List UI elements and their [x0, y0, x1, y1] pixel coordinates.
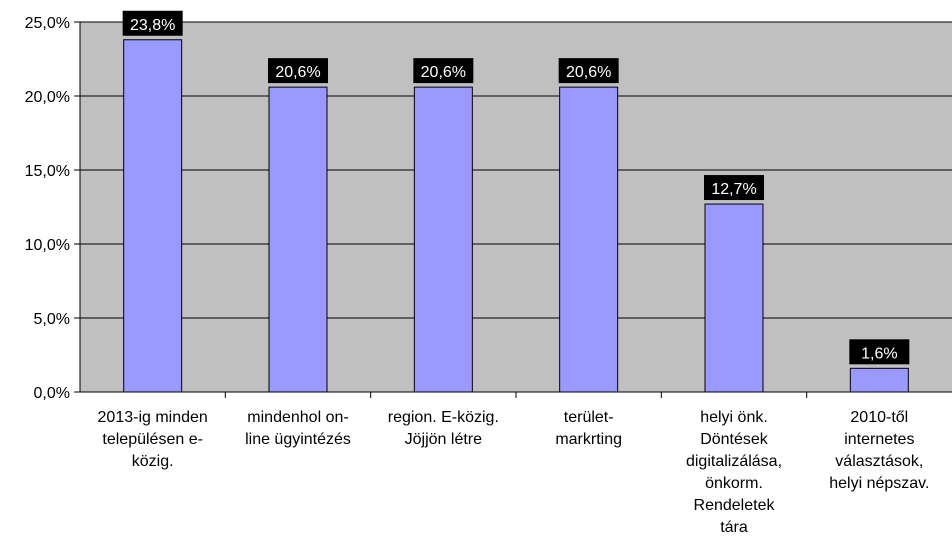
category-label: mindenhol on-line ügyintézés — [245, 409, 351, 448]
category-label-line: Jöjjön létre — [405, 431, 482, 448]
data-label-box — [413, 58, 474, 84]
bar — [123, 39, 183, 393]
category-label-line: Rendeletek — [694, 497, 776, 514]
category-label-line: line ügyintézés — [245, 431, 351, 448]
category-label: terület-markrting — [555, 409, 622, 448]
data-label: 20,6% — [413, 58, 474, 84]
category-label-line: közig. — [132, 453, 174, 470]
data-label-box — [268, 58, 328, 84]
data-label-box — [122, 10, 183, 36]
x-axis-labels: 2013-ig minden településen e-közig. minden… — [98, 409, 930, 536]
category-label-line: tára — [720, 519, 748, 536]
category-label-line: településen e- — [102, 431, 203, 448]
data-label-text: 1,6% — [861, 345, 897, 362]
category-label-line: 2013-ig minden — [98, 409, 208, 426]
category-label-line: digitalizálása, — [686, 453, 782, 470]
category-label-line: helyi népszav. — [829, 475, 929, 492]
category-label: 2010-től internetes választások, helyi néps… — [829, 409, 929, 492]
plot-area — [80, 22, 952, 392]
data-label-box — [558, 58, 619, 84]
category-label-line: region. E-közig. — [388, 409, 499, 426]
data-labels: 23,8% 20,6% 20,6% 20,6% 12,7% 1,6% — [122, 10, 910, 365]
data-label-text: 23,8% — [130, 17, 175, 34]
data-label: 1,6% — [849, 339, 910, 365]
data-label-text: 20,6% — [421, 64, 466, 81]
category-label-line: 2010-től — [850, 409, 908, 426]
category-label-line: mindenhol on- — [247, 409, 348, 426]
category-label-line: helyi önk. — [700, 409, 768, 426]
category-label: 2013-ig minden településen e-közig. — [98, 409, 208, 470]
gridlines — [80, 21, 952, 319]
bar — [849, 367, 909, 393]
data-label-box — [704, 175, 764, 201]
y-tick-label: 5,0% — [34, 311, 70, 328]
y-tick-label: 0,0% — [34, 385, 70, 402]
category-label: helyi önk. Döntések digitalizálása, önkorm.… — [686, 409, 782, 536]
bar — [704, 203, 764, 393]
data-label: 23,8% — [122, 10, 183, 36]
bar — [559, 86, 619, 393]
category-label-line: markrting — [555, 431, 622, 448]
axes — [79, 22, 952, 398]
category-label-line: Döntések — [700, 431, 769, 448]
bars — [123, 39, 909, 393]
data-label-text: 20,6% — [566, 64, 611, 81]
y-axis-ticks: 0,0% 5,0% 10,0% 15,0% 20,0% 25,0% — [25, 15, 80, 402]
data-label-box — [849, 339, 910, 365]
category-label: region. E-közig. Jöjjön létre — [388, 409, 499, 448]
data-label-text: 20,6% — [275, 64, 320, 81]
data-label-text: 12,7% — [711, 181, 756, 198]
data-label: 12,7% — [704, 175, 764, 201]
bar — [413, 86, 473, 393]
data-label: 20,6% — [558, 58, 619, 84]
category-label-line: önkorm. — [705, 475, 763, 492]
category-label-line: választások, — [835, 453, 923, 470]
y-tick-label: 20,0% — [25, 89, 70, 106]
y-tick-label: 15,0% — [25, 163, 70, 180]
bar — [268, 86, 328, 393]
category-label-line: internetes — [844, 431, 914, 448]
y-tick-label: 25,0% — [25, 15, 70, 32]
category-label-line: terület- — [564, 409, 614, 426]
y-tick-label: 10,0% — [25, 237, 70, 254]
data-label: 20,6% — [268, 58, 328, 84]
